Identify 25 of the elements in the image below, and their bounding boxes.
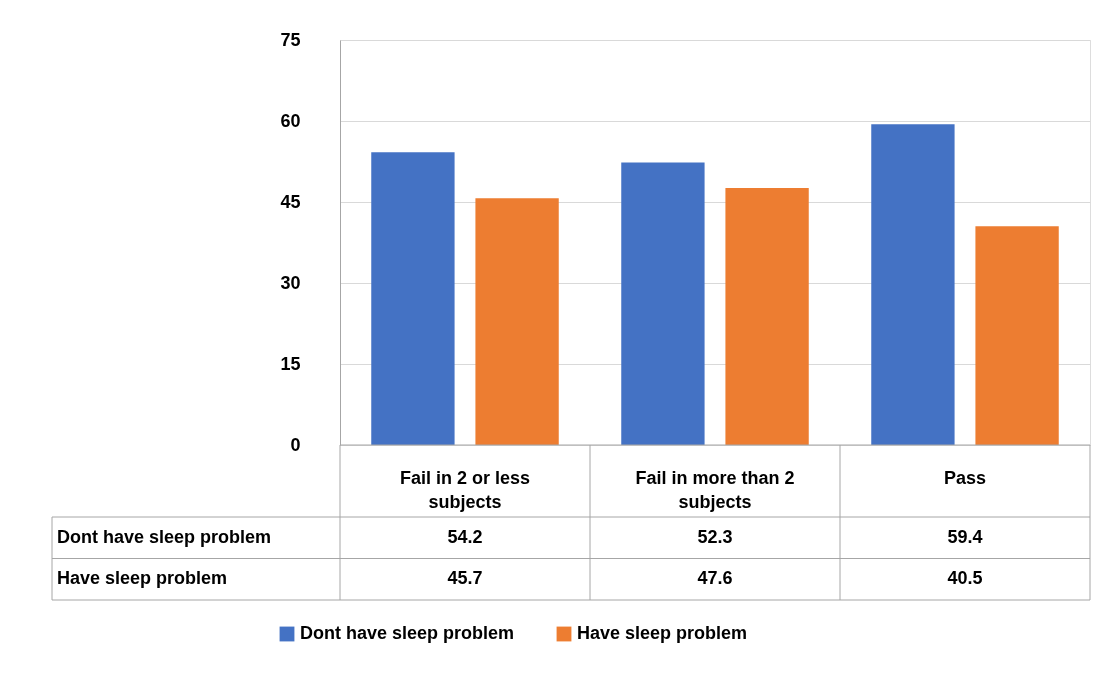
- y-tick-label: 45: [280, 191, 301, 212]
- y-tick-label: 60: [280, 110, 301, 131]
- legend-label: Have sleep problem: [577, 623, 748, 643]
- data-label: 52.3: [697, 526, 733, 547]
- y-tick-label: 75: [280, 29, 301, 50]
- y-tick-label: 30: [280, 272, 301, 293]
- bar: [371, 152, 455, 445]
- data-label: 47.6: [697, 568, 733, 589]
- legend-label: Dont have sleep problem: [300, 623, 515, 643]
- bar: [725, 187, 809, 445]
- data-label: 45.7: [447, 568, 483, 589]
- text: Have sleep problem: [57, 568, 228, 589]
- x-tick-label: Fail in more than 2 subjects: [635, 468, 795, 512]
- x-tick-label: Pass: [943, 468, 987, 488]
- data-label: 54.2: [447, 526, 483, 547]
- bar: [475, 198, 559, 445]
- bar: [975, 226, 1059, 445]
- bar: [871, 124, 955, 445]
- x-tick-label: Fail in 2 or less subjects: [399, 468, 531, 512]
- data-label: 40.5: [947, 568, 983, 589]
- y-tick-label: 0: [290, 434, 301, 455]
- y-tick-label: 15: [280, 353, 301, 374]
- data-label: 59.4: [947, 526, 983, 547]
- text: Dont have sleep problem: [57, 526, 272, 547]
- bar: [621, 162, 705, 445]
